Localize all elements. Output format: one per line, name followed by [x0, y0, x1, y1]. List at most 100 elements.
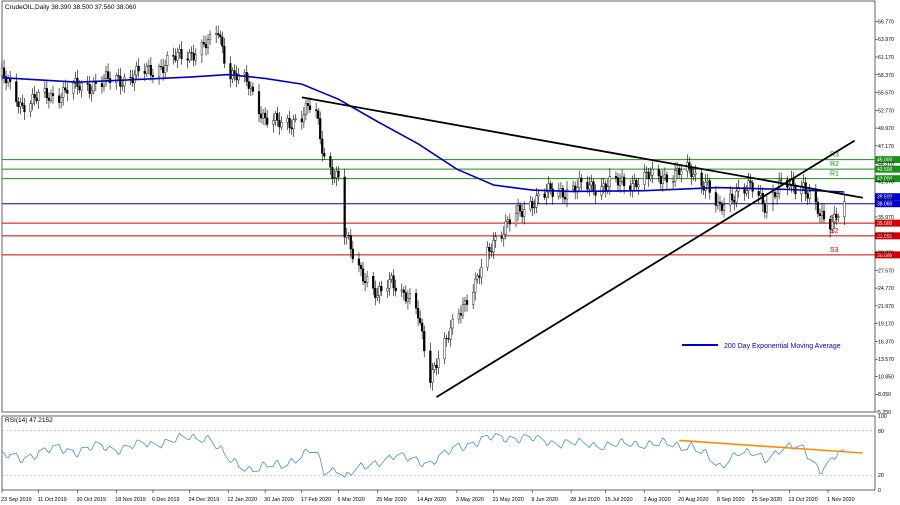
candle-body — [488, 246, 491, 252]
candle-body — [380, 286, 383, 292]
level-price-tag-text: 43.500 — [877, 167, 893, 173]
candle-body — [359, 264, 363, 269]
candle-body — [529, 201, 532, 210]
y-tick-label: 63.970 — [878, 37, 894, 43]
y-tick-label: 35.970 — [878, 215, 894, 221]
candle-body — [504, 221, 507, 235]
level-label: R2 — [830, 161, 839, 168]
x-tick-label: 8 Sep 2020 — [717, 497, 745, 503]
candle-body — [119, 75, 122, 87]
x-tick-label: 3 Aug 2020 — [644, 497, 671, 503]
x-tick-label: 6 Dec 2019 — [152, 497, 180, 503]
candle-body — [731, 193, 734, 201]
candle-body — [771, 192, 775, 204]
main-title: CrudeOIL,Daily 38.390 38.500 37.560 38.0… — [5, 4, 137, 11]
candle-body — [102, 78, 106, 88]
candle-body — [814, 191, 817, 203]
candle-body — [449, 327, 452, 340]
candle-body — [735, 190, 738, 203]
candle-body — [176, 52, 179, 61]
candle-body — [343, 176, 346, 238]
candle-body — [761, 193, 764, 204]
candle-body — [149, 65, 152, 76]
candle-body — [15, 81, 18, 102]
rsi-tick-label: 20 — [878, 473, 884, 479]
candle-body — [561, 188, 565, 198]
candle-body — [247, 81, 250, 89]
candle-body — [502, 234, 505, 239]
candle-body — [523, 209, 526, 217]
candle-body — [21, 102, 24, 106]
candle-body — [837, 216, 840, 218]
candle-body — [229, 63, 232, 80]
candle-body — [62, 87, 65, 98]
rsi-tick-label: 0 — [878, 488, 881, 494]
candle-body — [276, 113, 279, 121]
candle-body — [29, 103, 32, 113]
x-tick-label: 25 Mar 2020 — [376, 497, 406, 503]
candle-body — [757, 191, 760, 196]
candle-body — [588, 184, 591, 190]
y-tick-label: 55.570 — [878, 91, 894, 97]
candle-body — [486, 246, 489, 268]
candle-body — [104, 71, 108, 79]
level-price-tag — [875, 156, 900, 164]
x-tick-label: 23 Sep 2019 — [1, 497, 32, 503]
candle-body — [700, 172, 703, 187]
candle-body — [288, 118, 291, 128]
candle-body — [751, 182, 754, 192]
candle-body — [445, 338, 448, 340]
candle-body — [461, 304, 465, 316]
candle-body — [90, 90, 93, 94]
candle-body — [302, 114, 305, 123]
level-price-tag-text: 42.000 — [877, 177, 893, 183]
x-tick-label: 3 May 2020 — [456, 497, 484, 503]
candle-body — [31, 94, 34, 104]
candle-body — [665, 174, 669, 183]
candle-body — [123, 76, 126, 87]
x-tick-label: 13 Oct 2020 — [788, 497, 817, 503]
candle-body — [694, 172, 697, 175]
candle-body — [637, 184, 640, 188]
candle-body — [708, 180, 711, 193]
level-price-tag — [875, 219, 900, 227]
candle-body — [688, 162, 691, 169]
candle-body — [780, 179, 783, 181]
candle-body — [400, 289, 403, 292]
candle-body — [17, 101, 20, 107]
candle-body — [200, 42, 203, 56]
candle-body — [45, 88, 48, 99]
candle-body — [831, 221, 834, 230]
candle-body — [547, 183, 550, 193]
candle-body — [192, 52, 195, 61]
y-tick-label: 44.370 — [878, 162, 894, 168]
rsi-layer: 100 80 20 0 — [1, 414, 887, 494]
candle-body — [304, 103, 308, 115]
candle-body — [206, 39, 210, 49]
y-tick-label: 30.370 — [878, 251, 894, 257]
level-price-tag — [875, 165, 900, 173]
candle-body — [429, 350, 432, 383]
candle-body — [490, 250, 493, 253]
candle-body — [306, 103, 310, 106]
candle-body — [763, 203, 766, 213]
candle-body — [572, 185, 575, 190]
candle-body — [743, 186, 746, 194]
candle-body — [237, 74, 240, 81]
y-tick-label: 49.970 — [878, 126, 894, 132]
candle-body — [106, 71, 110, 79]
candle-body — [388, 279, 391, 289]
level-price-tag — [875, 232, 900, 240]
candle-body — [531, 201, 534, 209]
candle-body — [578, 177, 581, 188]
candle-body — [166, 55, 169, 66]
candle-body — [718, 201, 722, 205]
candle-body — [514, 212, 518, 225]
candle-body — [835, 213, 838, 218]
candle-body — [74, 77, 77, 84]
candle-body — [357, 258, 361, 266]
candle-body — [86, 83, 89, 85]
y-tick-label: 19.170 — [878, 322, 894, 328]
candle-body — [188, 52, 191, 61]
candle-body — [518, 205, 522, 212]
